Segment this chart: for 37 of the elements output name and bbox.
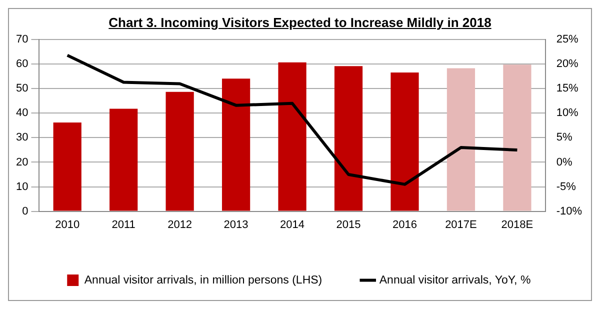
y2-tick-label: 10% [556,107,579,120]
y-tick-label: 50 [16,82,28,95]
bar [53,122,82,211]
bar [166,92,194,211]
chart-title: Chart 3. Incoming Visitors Expected to Increase Mildly in 2018 [108,14,492,30]
x-tick-label: 2017E [445,218,477,231]
bar [110,108,138,211]
y2-tick-label: 25% [556,34,579,46]
bar [503,64,532,211]
legend-label: Annual visitor arrivals, in million persons (LHS) [84,274,322,286]
x-tick-label: 2013 [224,218,248,231]
x-tick-label: 2014 [280,218,305,231]
y-tick-label: 0 [22,205,28,218]
legend-label: Annual visitor arrivals, YoY, % [379,274,531,286]
y-tick-label: 40 [16,107,28,120]
bar [222,78,250,211]
x-tick-label: 2012 [168,218,192,231]
x-tick-label: 2018E [501,218,534,231]
x-tick-label: 2010 [55,218,80,231]
x-tick-label: 2015 [336,218,361,231]
bar [390,72,419,211]
y-tick-label: 20 [16,156,28,168]
y-tick-label: 70 [16,34,28,46]
y-tick-label: 30 [16,132,28,144]
y2-tick-label: -10% [556,205,582,218]
bar [446,68,476,211]
bar [278,62,306,211]
y2-tick-label: -5% [556,180,576,193]
y2-tick-label: 5% [556,132,572,144]
y-tick-label: 60 [16,58,28,70]
y2-tick-label: 0% [556,156,572,168]
y2-tick-label: 20% [556,58,579,70]
x-tick-label: 2016 [392,218,417,231]
x-tick-label: 2011 [112,218,136,231]
y-tick-label: 10 [16,180,28,193]
y2-tick-label: 15% [556,82,579,95]
bar [334,66,363,211]
